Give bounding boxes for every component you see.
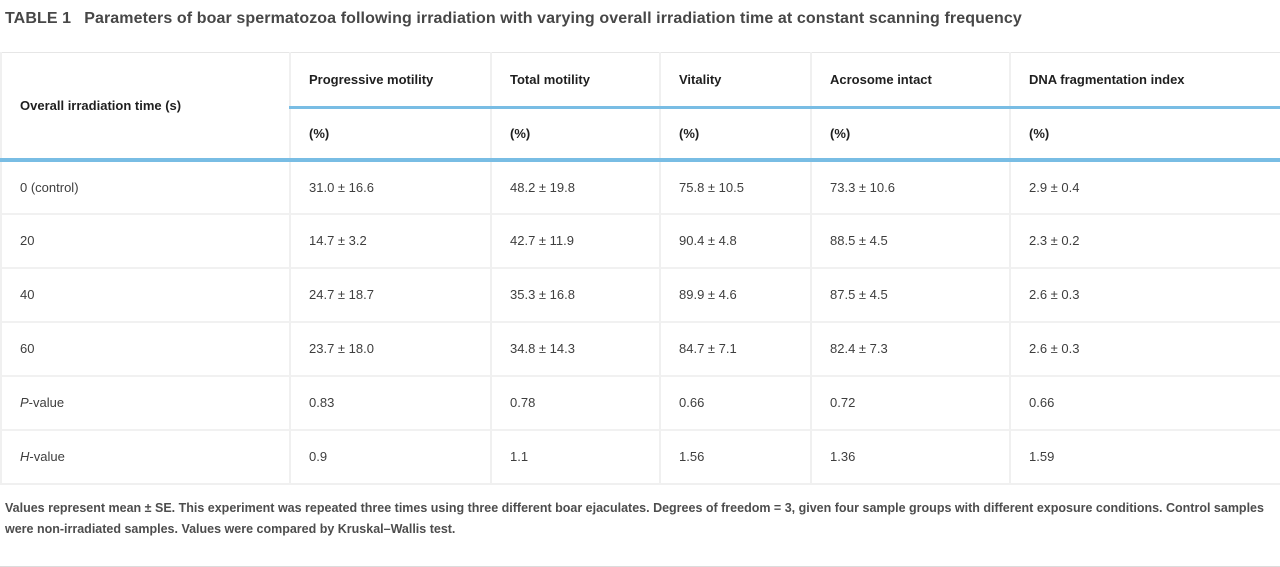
unit-label: (%) <box>810 107 1010 162</box>
table-cell: 2.6 ± 0.3 <box>1009 320 1280 376</box>
table-cell: 1.36 <box>810 428 1010 485</box>
table-cell: 35.3 ± 16.8 <box>490 266 660 322</box>
table-number: TABLE 1 <box>5 10 72 27</box>
row-label: 0 (control) <box>0 158 290 214</box>
table-cell: 0.83 <box>289 374 491 430</box>
table-cell: 88.5 ± 4.5 <box>810 212 1010 268</box>
column-header-progressive-motility: Progressive motility <box>289 52 491 109</box>
unit-label: (%) <box>659 107 811 162</box>
table-cell: 1.1 <box>490 428 660 485</box>
table-cell: 87.5 ± 4.5 <box>810 266 1010 322</box>
unit-label: (%) <box>1009 107 1280 162</box>
column-header-acrosome-intact: Acrosome intact <box>810 52 1010 109</box>
header-row-units: (%) (%) (%) (%) (%) <box>1 107 1280 162</box>
table-footnote: Values represent mean ± SE. This experim… <box>5 500 1264 536</box>
table-cell: 42.7 ± 11.9 <box>490 212 660 268</box>
row-group-header: Overall irradiation time (s) <box>0 52 290 162</box>
table-cell: 34.8 ± 14.3 <box>490 320 660 376</box>
table-row-h-value: H-value 0.9 1.1 1.56 1.36 1.59 <box>0 428 1280 485</box>
unit-label: (%) <box>490 107 660 162</box>
table-cell: 0.66 <box>1009 374 1280 430</box>
table-cell: 73.3 ± 10.6 <box>810 158 1010 214</box>
table-cell: 24.7 ± 18.7 <box>289 266 491 322</box>
table-row-20s: 20 14.7 ± 3.2 42.7 ± 11.9 90.4 ± 4.8 88.… <box>0 212 1280 268</box>
table-row-60s: 60 23.7 ± 18.0 34.8 ± 14.3 84.7 ± 7.1 82… <box>0 320 1280 376</box>
column-header-total-motility: Total motility <box>490 52 660 109</box>
table-cell: 84.7 ± 7.1 <box>659 320 811 376</box>
table-cell: 0.9 <box>289 428 491 485</box>
row-label: P-value <box>0 374 290 430</box>
table-cell: 82.4 ± 7.3 <box>810 320 1010 376</box>
table-body: 0 (control) 31.0 ± 16.6 48.2 ± 19.8 75.8… <box>0 158 1280 485</box>
table-cell: 0.66 <box>659 374 811 430</box>
table-caption: Parameters of boar spermatozoa following… <box>84 10 1022 27</box>
table-cell: 2.3 ± 0.2 <box>1009 212 1280 268</box>
unit-label: (%) <box>289 107 491 162</box>
table-cell: 48.2 ± 19.8 <box>490 158 660 214</box>
table-cell: 0.78 <box>490 374 660 430</box>
table-cell: 23.7 ± 18.0 <box>289 320 491 376</box>
table-cell: 89.9 ± 4.6 <box>659 266 811 322</box>
table-cell: 31.0 ± 16.6 <box>289 158 491 214</box>
table-row-p-value: P-value 0.83 0.78 0.66 0.72 0.66 <box>0 374 1280 430</box>
header-row-metrics: Overall irradiation time (s) Progressive… <box>0 52 1280 162</box>
table-cell: 90.4 ± 4.8 <box>659 212 811 268</box>
table-cell: 2.6 ± 0.3 <box>1009 266 1280 322</box>
row-label: 20 <box>0 212 290 268</box>
data-table: Overall irradiation time (s) Progressive… <box>0 52 1280 485</box>
table-row-control: 0 (control) 31.0 ± 16.6 48.2 ± 19.8 75.8… <box>0 158 1280 214</box>
table-cell: 75.8 ± 10.5 <box>659 158 811 214</box>
table-cell: 2.9 ± 0.4 <box>1009 158 1280 214</box>
table-cell: 1.59 <box>1009 428 1280 485</box>
column-header-dna-fragmentation-index: DNA fragmentation index <box>1009 52 1280 109</box>
table-cell: 14.7 ± 3.2 <box>289 212 491 268</box>
row-label: 40 <box>0 266 290 322</box>
table-row-40s: 40 24.7 ± 18.7 35.3 ± 16.8 89.9 ± 4.6 87… <box>0 266 1280 322</box>
row-label: 60 <box>0 320 290 376</box>
table-title: TABLE 1 Parameters of boar spermatozoa fo… <box>0 0 1280 52</box>
table-header: Overall irradiation time (s) Progressive… <box>0 52 1280 162</box>
table-cell: 1.56 <box>659 428 811 485</box>
column-header-vitality: Vitality <box>659 52 811 109</box>
row-label: H-value <box>0 428 290 485</box>
table-cell: 0.72 <box>810 374 1010 430</box>
